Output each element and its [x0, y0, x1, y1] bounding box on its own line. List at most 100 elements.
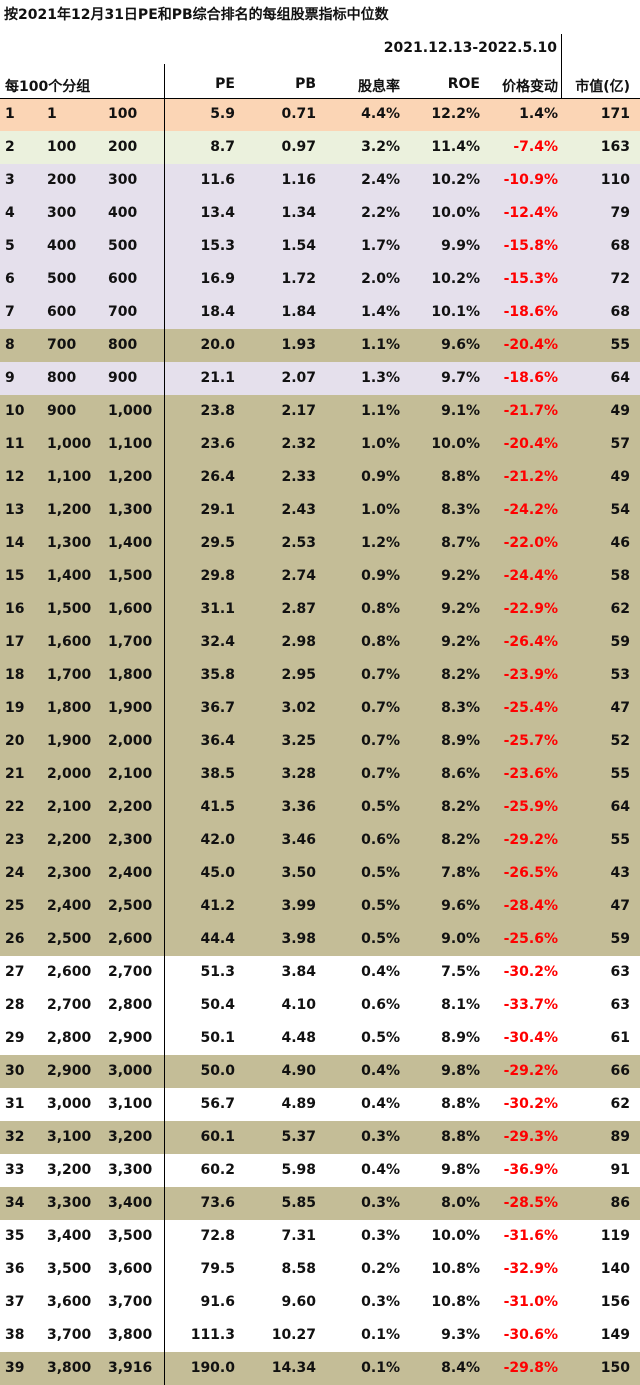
range-start-cell: 3,300: [47, 1195, 92, 1211]
group-index-cell: 4: [5, 205, 15, 221]
table-row: 6 500 600 16.9 1.72 2.0% 10.2% -15.3% 72: [0, 263, 640, 296]
range-start-cell: 400: [47, 238, 77, 254]
range-start-cell: 800: [47, 370, 77, 386]
group-index-cell: 36: [5, 1261, 25, 1277]
pe-cell: 51.3: [200, 964, 235, 980]
pb-cell: 2.07: [281, 370, 316, 386]
group-index-cell: 31: [5, 1096, 25, 1112]
header-rule: [0, 98, 640, 99]
price-change-cell: -30.2%: [503, 964, 558, 980]
range-end-cell: 200: [108, 139, 138, 155]
range-start-cell: 300: [47, 205, 77, 221]
pb-cell: 2.74: [281, 568, 316, 584]
group-index-cell: 18: [5, 667, 25, 683]
roe-cell: 9.6%: [441, 337, 480, 353]
range-start-cell: 1,300: [47, 535, 92, 551]
price-change-cell: -28.4%: [503, 898, 558, 914]
range-end-cell: 500: [108, 238, 138, 254]
range-end-cell: 2,100: [108, 766, 153, 782]
market-cap-cell: 47: [610, 898, 630, 914]
pe-cell: 41.5: [200, 799, 235, 815]
pb-cell: 3.02: [281, 700, 316, 716]
market-cap-cell: 64: [610, 799, 630, 815]
range-end-cell: 3,300: [108, 1162, 153, 1178]
roe-cell: 8.7%: [441, 535, 480, 551]
price-change-cell: -25.7%: [503, 733, 558, 749]
roe-cell: 10.2%: [431, 271, 480, 287]
dividend-yield-cell: 0.5%: [361, 898, 400, 914]
roe-cell: 8.1%: [441, 997, 480, 1013]
pb-cell: 1.54: [281, 238, 316, 254]
range-end-cell: 3,700: [108, 1294, 153, 1310]
market-cap-cell: 53: [610, 667, 630, 683]
table-row: 14 1,300 1,400 29.5 2.53 1.2% 8.7% -22.0% 46: [0, 527, 640, 560]
dividend-yield-cell: 0.5%: [361, 1030, 400, 1046]
price-change-cell: -24.2%: [503, 502, 558, 518]
dividend-yield-cell: 2.2%: [361, 205, 400, 221]
market-cap-cell: 59: [610, 931, 630, 947]
table-row: 35 3,400 3,500 72.8 7.31 0.3% 10.0% -31.6% 119: [0, 1220, 640, 1253]
dividend-yield-cell: 3.2%: [361, 139, 400, 155]
pb-cell: 4.48: [281, 1030, 316, 1046]
range-end-cell: 2,600: [108, 931, 153, 947]
table-row: 34 3,300 3,400 73.6 5.85 0.3% 8.0% -28.5% 86: [0, 1187, 640, 1220]
pe-cell: 21.1: [200, 370, 235, 386]
roe-cell: 9.6%: [441, 898, 480, 914]
pe-cell: 20.0: [200, 337, 235, 353]
market-cap-cell: 57: [610, 436, 630, 452]
dividend-yield-cell: 0.9%: [361, 469, 400, 485]
pe-cell: 23.8: [200, 403, 235, 419]
table-row: 9 800 900 21.1 2.07 1.3% 9.7% -18.6% 64: [0, 362, 640, 395]
range-end-cell: 1,800: [108, 667, 153, 683]
pb-cell: 3.50: [281, 865, 316, 881]
range-end-cell: 300: [108, 172, 138, 188]
group-index-cell: 33: [5, 1162, 25, 1178]
table-row: 36 3,500 3,600 79.5 8.58 0.2% 10.8% -32.9% 140: [0, 1253, 640, 1286]
price-change-cell: -10.9%: [503, 172, 558, 188]
roe-cell: 10.8%: [431, 1261, 480, 1277]
group-index-cell: 38: [5, 1327, 25, 1343]
dividend-yield-cell: 1.4%: [361, 304, 400, 320]
price-change-cell: 1.4%: [519, 106, 558, 122]
roe-cell: 9.7%: [441, 370, 480, 386]
roe-cell: 8.8%: [441, 469, 480, 485]
pe-cell: 91.6: [200, 1294, 235, 1310]
table-row: 18 1,700 1,800 35.8 2.95 0.7% 8.2% -23.9% 53: [0, 659, 640, 692]
group-index-cell: 1: [5, 106, 15, 122]
pb-cell: 2.53: [281, 535, 316, 551]
pb-cell: 2.33: [281, 469, 316, 485]
dividend-yield-cell: 0.1%: [361, 1360, 400, 1376]
price-change-cell: -28.5%: [503, 1195, 558, 1211]
market-cap-cell: 119: [600, 1228, 630, 1244]
pe-cell: 41.2: [200, 898, 235, 914]
roe-cell: 7.8%: [441, 865, 480, 881]
table-row: 15 1,400 1,500 29.8 2.74 0.9% 9.2% -24.4% 58: [0, 560, 640, 593]
dividend-yield-cell: 0.3%: [361, 1228, 400, 1244]
dividend-yield-cell: 0.5%: [361, 799, 400, 815]
roe-cell: 10.1%: [431, 304, 480, 320]
group-index-cell: 20: [5, 733, 25, 749]
market-cap-cell: 55: [610, 832, 630, 848]
market-cap-cell: 54: [610, 502, 630, 518]
dividend-yield-cell: 0.8%: [361, 601, 400, 617]
roe-cell: 9.2%: [441, 634, 480, 650]
price-change-cell: -26.5%: [503, 865, 558, 881]
dividend-yield-cell: 0.2%: [361, 1261, 400, 1277]
market-cap-cell: 89: [610, 1129, 630, 1145]
table-row: 33 3,200 3,300 60.2 5.98 0.4% 9.8% -36.9% 91: [0, 1154, 640, 1187]
group-index-cell: 29: [5, 1030, 25, 1046]
group-index-cell: 17: [5, 634, 25, 650]
dividend-yield-cell: 0.7%: [361, 700, 400, 716]
pe-cell: 18.4: [200, 304, 235, 320]
pb-cell: 14.34: [271, 1360, 316, 1376]
pb-cell: 7.31: [281, 1228, 316, 1244]
range-start-cell: 1,500: [47, 601, 92, 617]
market-cap-cell: 140: [600, 1261, 630, 1277]
pe-cell: 56.7: [200, 1096, 235, 1112]
table-row: 28 2,700 2,800 50.4 4.10 0.6% 8.1% -33.7% 63: [0, 989, 640, 1022]
pe-cell: 29.5: [200, 535, 235, 551]
market-cap-cell: 58: [610, 568, 630, 584]
group-index-cell: 30: [5, 1063, 25, 1079]
dividend-yield-cell: 1.0%: [361, 502, 400, 518]
roe-cell: 8.0%: [441, 1195, 480, 1211]
